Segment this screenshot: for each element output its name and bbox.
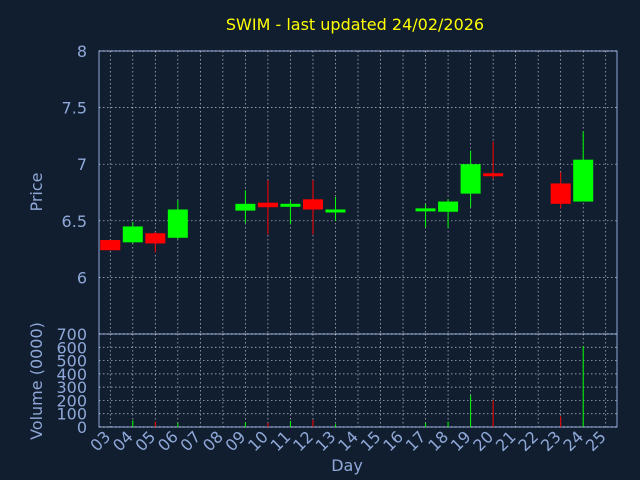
candle-body [122, 226, 143, 243]
candle-body [145, 233, 166, 244]
price-tick-label: 6 [77, 268, 87, 287]
x-axis-ticks: 0304050607080910111213141516171819202122… [86, 427, 609, 455]
price-axis-label: Price [27, 172, 46, 211]
x-axis-label: Day [331, 456, 363, 475]
volume-panel-frame [98, 333, 618, 428]
volume-tick-label: 400 [56, 365, 87, 384]
volume-tick-label: 200 [56, 391, 87, 410]
candle-body [100, 240, 121, 251]
candle-body [415, 208, 436, 212]
price-tick-label: 7 [77, 155, 87, 174]
price-tick-label: 8 [77, 42, 87, 61]
price-tick-label: 6.5 [62, 212, 87, 231]
volume-tick-label: 300 [56, 378, 87, 397]
x-tick-label: 25 [582, 427, 610, 455]
candle-body [280, 203, 301, 207]
volume-tick-label: 100 [56, 405, 87, 424]
candle-body [325, 209, 346, 213]
price-tick-label: 7.5 [62, 99, 87, 118]
candle-body [302, 199, 323, 210]
candle-body [573, 159, 594, 202]
candle-body [438, 201, 459, 212]
candle-body [257, 202, 278, 208]
volume-tick-label: 500 [56, 352, 87, 371]
volume-tick-label: 0 [77, 418, 87, 437]
candle-body [167, 209, 188, 238]
candle-body [483, 173, 504, 177]
volume-tick-label: 600 [56, 338, 87, 357]
chart-title: SWIM - last updated 24/02/2026 [226, 15, 484, 34]
price-panel: 6 6.5 7 7.5 8 [62, 42, 618, 335]
candle-body [235, 203, 256, 211]
candle-body [460, 164, 481, 194]
volume-axis-label: Volume (0000) [27, 322, 46, 440]
candle-body [550, 183, 571, 204]
volume-tick-label: 700 [56, 325, 87, 344]
